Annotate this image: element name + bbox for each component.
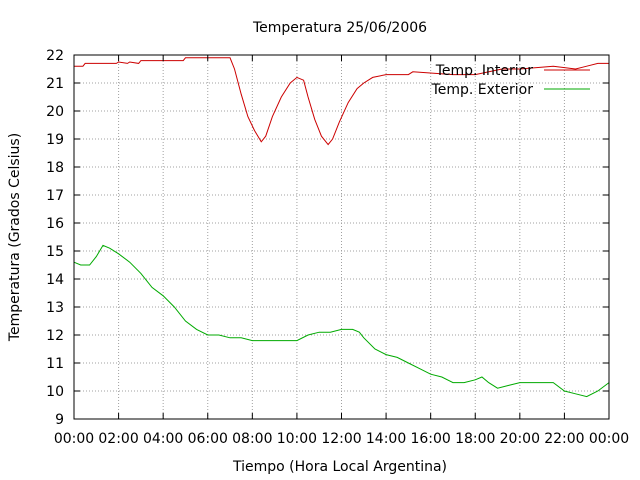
series-line-interior <box>74 57 609 146</box>
x-tick-label: 20:00 <box>500 431 540 447</box>
x-tick-label: 14:00 <box>366 431 406 447</box>
x-tick-label: 16:00 <box>410 431 450 447</box>
y-tick-label: 14 <box>46 272 64 288</box>
y-tick-label: 16 <box>46 216 64 232</box>
x-tick-label: 00:00 <box>589 431 629 447</box>
y-tick-label: 10 <box>46 384 64 400</box>
x-tick-label: 00:00 <box>54 431 94 447</box>
x-tick-label: 08:00 <box>232 431 272 447</box>
axis-ticks <box>73 54 610 420</box>
y-tick-label: 20 <box>46 104 64 120</box>
series-layer <box>73 57 610 398</box>
chart-title: Temperatura 25/06/2006 <box>252 20 427 36</box>
x-tick-label: 02:00 <box>98 431 138 447</box>
legend-label-exterior: Temp. Exterior <box>431 82 534 98</box>
y-tick-label: 12 <box>46 328 64 344</box>
y-tick-label: 22 <box>46 48 64 64</box>
x-tick-label: 22:00 <box>544 431 584 447</box>
legend-label-interior: Temp. Interior <box>435 63 534 79</box>
grid-lines <box>74 55 609 419</box>
y-axis-label: Temperatura (Grados Celsius) <box>7 133 23 342</box>
y-tick-label: 13 <box>46 300 64 316</box>
y-tick-label: 17 <box>46 188 64 204</box>
legend: Temp. Interior Temp. Exterior <box>431 63 590 98</box>
x-tick-label: 04:00 <box>143 431 183 447</box>
x-tick-label: 18:00 <box>455 431 495 447</box>
y-tick-label: 19 <box>46 132 64 148</box>
y-tick-label: 15 <box>46 244 64 260</box>
x-tick-label: 06:00 <box>188 431 228 447</box>
x-tick-label: 12:00 <box>321 431 361 447</box>
y-tick-label: 18 <box>46 160 64 176</box>
x-tick-label: 10:00 <box>277 431 317 447</box>
series-line-exterior <box>73 244 610 398</box>
y-tick-label: 21 <box>46 76 64 92</box>
x-axis-label: Tiempo (Hora Local Argentina) <box>232 459 447 475</box>
y-tick-label: 9 <box>55 412 64 428</box>
y-tick-label: 11 <box>46 356 64 372</box>
